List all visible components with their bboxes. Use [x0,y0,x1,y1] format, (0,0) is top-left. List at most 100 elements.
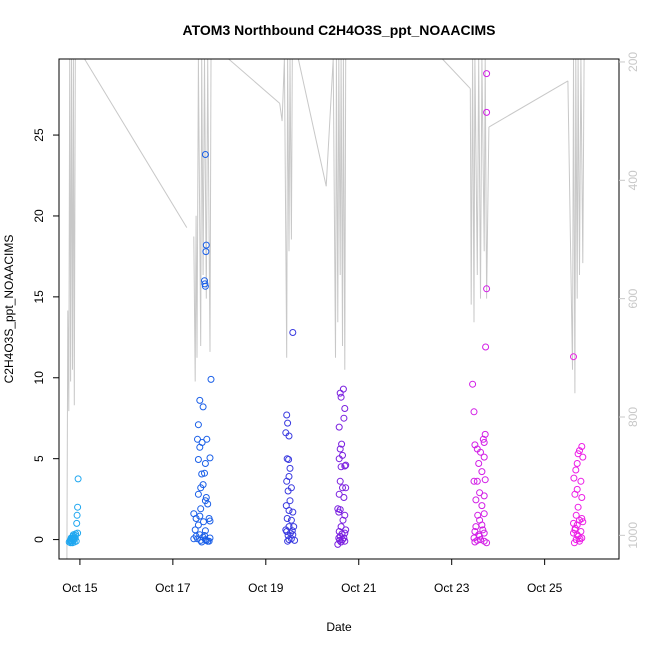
data-point [74,529,82,537]
data-point [74,475,82,483]
data-point [570,353,577,361]
data-point [470,408,478,416]
data-point [479,435,487,443]
data-point [202,241,210,249]
data-point [339,451,346,459]
data-point [480,510,488,518]
y2-tick-label: 200 [626,52,640,72]
data-point [470,477,478,485]
data-point [201,151,209,158]
pressure-profile-3 [279,58,293,358]
data-point [202,248,210,256]
data-point [475,460,483,467]
data-point [336,445,344,453]
data-point [202,536,210,544]
data-point [201,532,208,539]
data-point [579,518,587,526]
data-point [576,447,583,455]
data-point [570,529,577,537]
pressure-connector-1 [84,58,188,228]
data-point [201,527,209,535]
data-point [197,505,205,513]
pressure-connector-2 [228,58,281,104]
data-point [579,453,587,461]
data-point [196,443,204,451]
data-point [574,503,582,511]
data-point [284,487,292,495]
data-point [196,512,204,520]
pressure-profile-4 [325,58,347,370]
data-point [282,526,290,534]
data-point [284,537,292,545]
data-point [578,494,586,501]
data-point [481,476,489,484]
scatter-points [65,70,587,548]
data-point [194,421,202,429]
data-point [472,496,480,504]
y2-tick-label: 1000 [626,522,640,549]
data-point [341,537,349,545]
data-point [287,516,295,524]
data-point [341,511,349,519]
data-point [341,405,349,412]
data-point [285,456,293,463]
data-point [477,448,484,456]
pressure-trace [66,58,585,560]
data-point [288,527,296,535]
right-pressure-axis: 200 400 600 800 1000 [619,52,640,549]
data-point [198,470,206,478]
data-point [201,460,209,467]
data-point [205,537,213,545]
y-tick-label: 25 [32,128,46,142]
y-tick-label: 10 [32,371,46,385]
data-point [206,454,214,462]
x-tick-label: Oct 21 [341,581,377,595]
data-point [194,490,202,498]
data-point [337,393,345,401]
data-point [570,474,578,482]
data-point [483,70,491,78]
data-point [482,343,490,351]
x-axis-label: Date [326,620,352,634]
data-point [283,515,291,522]
data-point [337,463,345,471]
data-point [578,443,586,450]
data-point [341,462,349,470]
pressure-profile-5 [469,58,490,323]
data-point [335,455,343,463]
data-point [201,282,209,290]
data-point [570,539,578,547]
x-tick-label: Oct 17 [155,581,191,595]
data-point [74,503,82,511]
data-point [194,435,201,443]
data-point [477,536,484,544]
data-point [336,506,344,514]
data-point [199,403,207,411]
data-point [285,536,293,544]
y-tick-label: 20 [32,209,46,223]
data-point [206,534,214,542]
data-point [283,477,291,485]
data-point [284,419,292,427]
data-point [201,497,209,505]
x-tick-label: Oct 15 [62,581,98,595]
data-point [571,490,579,498]
y-tick-label: 15 [32,290,46,304]
data-point [289,329,297,336]
data-point [69,531,77,539]
data-point [336,477,344,485]
data-point [577,477,585,485]
data-point [206,517,214,525]
data-point [478,468,486,476]
x-tick-label: Oct 19 [248,581,284,595]
pressure-connector-3 [297,58,327,187]
data-point [191,526,199,534]
y-tick-label: 5 [32,455,46,462]
data-point [194,521,202,529]
data-point [478,502,486,510]
pressure-profile-1 [66,58,78,560]
data-point [342,461,350,469]
data-point [335,490,343,498]
data-point [73,519,81,527]
